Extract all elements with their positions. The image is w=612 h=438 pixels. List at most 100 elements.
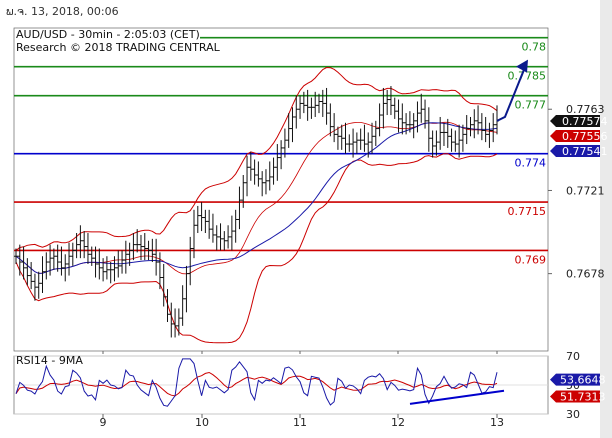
x-tick-label: 12 [391,416,405,429]
candle [180,285,185,326]
candle [241,174,246,208]
candle [271,157,276,185]
rsi-ma-line [15,371,498,397]
target-arrowhead [516,59,528,73]
moving-average [15,122,498,274]
candle [426,107,431,152]
price-tag-label: 0.77556 [562,130,608,143]
candle [294,95,299,129]
candle [74,233,79,259]
chart-research-line: Research © 2018 TRADING CENTRAL [16,41,221,54]
candle [44,252,49,280]
candle [305,89,310,121]
level-label: 0.774 [515,157,547,170]
candle [93,246,98,278]
candle [192,209,197,259]
candle [112,256,117,282]
top-bar: ພ.ຈ. 13, 2018, 00:06 [0,0,612,26]
candle [36,271,41,299]
candle [423,99,428,129]
candle [351,128,356,158]
candle [419,93,424,123]
level-label: 0.7785 [508,70,547,83]
candle [165,289,170,322]
candle [135,229,140,253]
candle [146,240,151,261]
candle [142,233,147,261]
candle [457,124,462,158]
price-tag: 0.77556 [550,130,608,143]
candle [116,250,121,278]
candle [104,256,109,280]
chart-title: AUD/USD - 30min - 2:05:03 (CET) [16,28,200,41]
candle [123,240,128,274]
price-tag-box [550,130,600,142]
chart-datetime: ພ.ຈ. 13, 2018, 00:06 [6,5,119,18]
candle [245,155,250,197]
candle [320,89,325,117]
candle [282,128,287,158]
candles [14,59,528,338]
candle [464,115,469,145]
candle [29,262,34,290]
candle [438,116,443,150]
rsi-tag-label: 53.6648 [560,374,606,387]
candle [441,122,446,146]
candle [388,86,393,116]
candle [286,113,291,148]
bollinger-bands [15,66,498,344]
candle [491,113,496,143]
candle [108,262,113,284]
rsi-tag: 53.6648 [550,373,606,387]
candle [267,161,272,191]
candle [51,248,56,270]
candle [332,113,337,143]
candle [157,252,162,290]
candle [252,159,257,185]
rsi-line [15,358,498,407]
rsi-title: RSI14 - 9MA [16,354,83,367]
candle [381,87,386,129]
candle [373,120,378,146]
price-tags: 0.77574 0.77556 0.77541 [550,115,608,158]
candle [184,265,189,313]
price-tag-label: 0.77574 [562,115,608,128]
candle [468,116,473,137]
price-tag-label: 0.77541 [562,145,608,158]
candle [25,258,30,286]
candle [339,124,344,150]
bollinger-upper [15,66,498,251]
level-label: 0.769 [515,253,547,266]
rsi-trendline [409,389,505,405]
candle [366,132,371,158]
y-tick-label: 0.7763 [566,103,605,116]
candle [392,97,397,119]
candle [385,89,390,116]
candle [70,242,75,266]
candle [407,111,412,133]
target-arrow [496,64,527,122]
candle [260,171,265,197]
candle [40,256,45,293]
candle [377,103,382,137]
price-tag: 0.77574 [550,115,608,128]
candle [78,225,83,259]
candle [400,103,405,135]
rsi-tag-label: 51.7313 [560,390,606,403]
candle [415,101,420,133]
candle [309,97,314,119]
candle [275,144,280,181]
rsi-tick-label: 70 [566,350,580,363]
candle [347,134,352,152]
candle [290,107,295,143]
candle [120,250,125,274]
candle [445,118,450,148]
candle [17,244,22,276]
candle [404,113,409,135]
candle [279,140,284,170]
candle [430,130,435,158]
candle [483,116,488,143]
price-tag-box [550,115,600,127]
candle [229,215,234,251]
